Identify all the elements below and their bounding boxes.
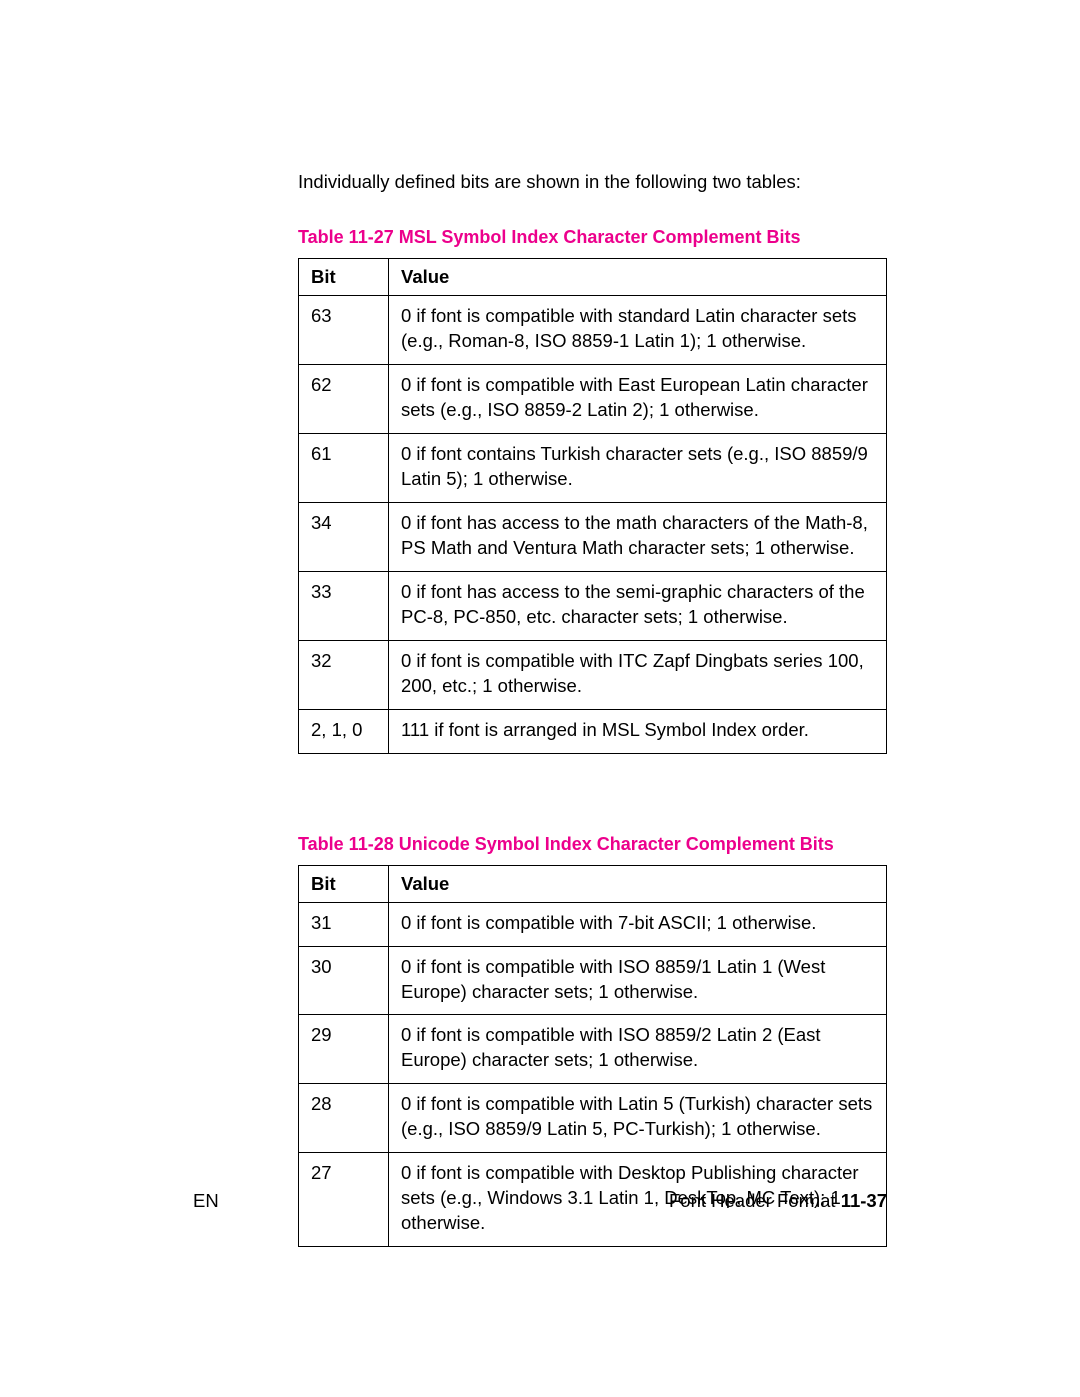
cell-bit: 2, 1, 0 (299, 709, 389, 753)
table-row: 61 0 if font contains Turkish character … (299, 433, 887, 502)
footer-right-text: Font Header Format 11-37 (669, 1190, 887, 1212)
cell-value: 0 if font has access to the semi-graphic… (389, 571, 887, 640)
table-row: 34 0 if font has access to the math char… (299, 502, 887, 571)
table-header-bit: Bit (299, 865, 389, 902)
cell-value: 0 if font is compatible with ITC Zapf Di… (389, 640, 887, 709)
intro-paragraph: Individually defined bits are shown in t… (298, 170, 887, 195)
cell-bit: 63 (299, 295, 389, 364)
cell-value: 0 if font is compatible with ISO 8859/2 … (389, 1015, 887, 1084)
cell-value: 111 if font is arranged in MSL Symbol In… (389, 709, 887, 753)
cell-bit: 34 (299, 502, 389, 571)
cell-value: 0 if font is compatible with 7-bit ASCII… (389, 902, 887, 946)
table-header-value: Value (389, 865, 887, 902)
table-2-caption: Table 11-28 Unicode Symbol Index Charact… (298, 834, 887, 855)
table-row: 62 0 if font is compatible with East Eur… (299, 364, 887, 433)
cell-bit: 28 (299, 1084, 389, 1153)
page-content: Individually defined bits are shown in t… (0, 0, 1080, 1247)
footer-page-number: 11-37 (841, 1190, 887, 1211)
page-footer: EN Font Header Format 11-37 (0, 1190, 1080, 1212)
table-1-caption: Table 11-27 MSL Symbol Index Character C… (298, 227, 887, 248)
cell-bit: 62 (299, 364, 389, 433)
table-1: Bit Value 63 0 if font is compatible wit… (298, 258, 887, 754)
cell-value: 0 if font contains Turkish character set… (389, 433, 887, 502)
cell-value: 0 if font is compatible with ISO 8859/1 … (389, 946, 887, 1015)
cell-value: 0 if font is compatible with East Europe… (389, 364, 887, 433)
cell-bit: 32 (299, 640, 389, 709)
table-row: 31 0 if font is compatible with 7-bit AS… (299, 902, 887, 946)
cell-bit: 30 (299, 946, 389, 1015)
table-row: Bit Value (299, 865, 887, 902)
table-row: 2, 1, 0 111 if font is arranged in MSL S… (299, 709, 887, 753)
footer-section-title: Font Header Format (669, 1190, 841, 1211)
cell-value: 0 if font has access to the math charact… (389, 502, 887, 571)
table-row: 30 0 if font is compatible with ISO 8859… (299, 946, 887, 1015)
table-row: 63 0 if font is compatible with standard… (299, 295, 887, 364)
cell-value: 0 if font is compatible with Latin 5 (Tu… (389, 1084, 887, 1153)
table-row: Bit Value (299, 258, 887, 295)
table-row: 29 0 if font is compatible with ISO 8859… (299, 1015, 887, 1084)
cell-bit: 33 (299, 571, 389, 640)
table-row: 28 0 if font is compatible with Latin 5 … (299, 1084, 887, 1153)
table-row: 33 0 if font has access to the semi-grap… (299, 571, 887, 640)
table-header-value: Value (389, 258, 887, 295)
table-header-bit: Bit (299, 258, 389, 295)
footer-left-text: EN (193, 1190, 219, 1212)
cell-bit: 61 (299, 433, 389, 502)
cell-value: 0 if font is compatible with standard La… (389, 295, 887, 364)
cell-bit: 31 (299, 902, 389, 946)
table-row: 32 0 if font is compatible with ITC Zapf… (299, 640, 887, 709)
cell-bit: 29 (299, 1015, 389, 1084)
